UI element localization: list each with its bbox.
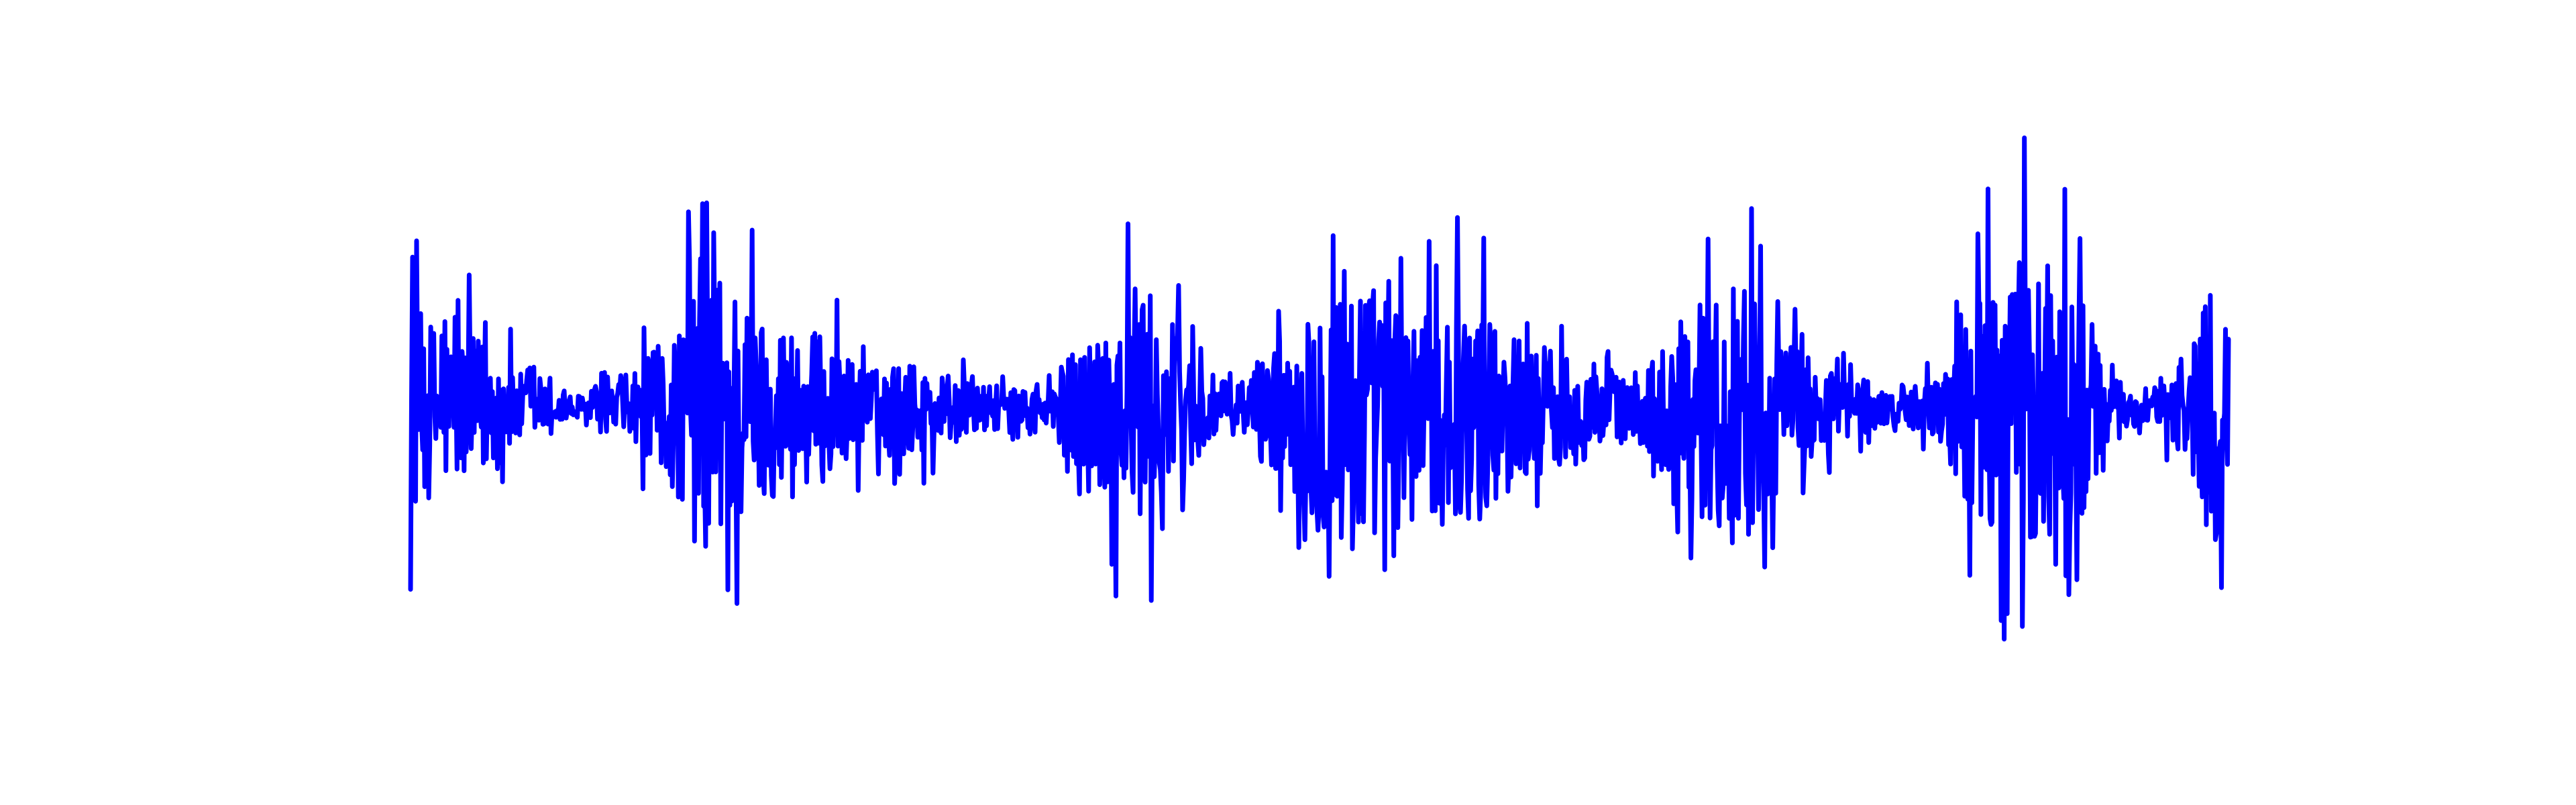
waveform-series-line xyxy=(408,136,2231,642)
